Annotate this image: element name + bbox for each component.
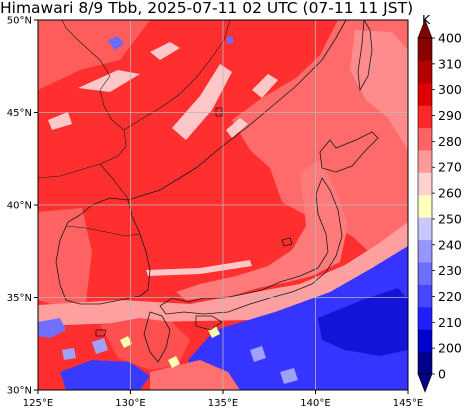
y-tick-label: 50°N: [7, 16, 32, 27]
colorbar-segment: [418, 150, 432, 173]
x-tick-label: 125°E: [23, 398, 53, 409]
colorbar-segment: [418, 194, 432, 218]
colorbar-tick-label: 250: [438, 211, 462, 226]
coast-north-korea-east: [127, 199, 151, 291]
colorbar-segment: [418, 38, 432, 61]
colorbar-tick-label: 0: [438, 367, 446, 382]
country-borders: [38, 20, 231, 237]
coast-sakhalin: [357, 20, 373, 92]
coast-kyushu: [143, 311, 171, 363]
x-tick-label: 130°E: [115, 398, 145, 409]
coast-hokkaido: [319, 131, 379, 173]
colorbar-tick-label: 310: [438, 56, 462, 71]
tbb-pink-korea: [38, 208, 92, 306]
coast-honshu: [159, 177, 343, 315]
x-tick-label: 135°E: [208, 398, 238, 409]
colorbar-tick-label: 400: [438, 31, 462, 46]
colorbar-tick-label: 260: [438, 186, 462, 201]
coast-sado: [281, 237, 293, 247]
y-tick-label: 45°N: [7, 108, 32, 119]
colorbar-tick-label: 220: [438, 289, 462, 304]
colorbar-tick-label: 290: [438, 108, 462, 123]
map-title: Himawari 8/9 Tbb, 2025-07-11 02 UTC (07-…: [0, 0, 414, 17]
colorbar-tick-label: 210: [438, 315, 462, 330]
tbb-warm-patch-kyushu: [100, 318, 190, 370]
tbb-cold-cloud-southeast: [188, 246, 408, 390]
x-axis: 125°E 130°E 135°E 140°E 145°E: [23, 390, 423, 409]
colorbar-segment: [418, 262, 432, 285]
colorbar-segment: [418, 105, 432, 129]
x-tick-label: 140°E: [300, 398, 330, 409]
y-tick-label: 35°N: [7, 293, 32, 304]
colorbar-segment: [418, 217, 432, 241]
colorbar-segment: [418, 127, 432, 151]
map-area: [38, 20, 408, 390]
colorbar-tick-label: 280: [438, 134, 462, 149]
colorbar-segment: [418, 329, 432, 353]
colorbar-extend-min: [417, 373, 433, 393]
colorbar: K 0 200 210 220 230 240 250 260 270 280 290 300 310 4…: [417, 12, 462, 393]
x-tick-label: 145°E: [393, 398, 423, 409]
colorbar-segment: [418, 284, 432, 308]
tbb-pink-honshu: [176, 160, 348, 300]
map-gridlines: [38, 20, 408, 390]
colorbar-tick-label: 230: [438, 263, 462, 278]
colorbar-tick-label: 240: [438, 237, 462, 252]
colorbar-tick-label: 200: [438, 341, 462, 356]
tbb-pink-hokkaido: [350, 30, 408, 150]
coast-russia-china: [79, 20, 347, 216]
tbb-cold-cloud-southwest: [60, 360, 150, 390]
colorbar-tick-label: 300: [438, 82, 462, 97]
colorbar-segment: [418, 351, 432, 375]
coast-lake-khanka: [215, 107, 223, 117]
y-axis: 30°N 35°N 40°N 45°N 50°N: [7, 16, 38, 397]
y-tick-label: 30°N: [7, 386, 32, 397]
colorbar-segment: [418, 306, 432, 330]
colorbar-segment: [418, 172, 432, 196]
tbb-cold-cloud-core: [318, 288, 408, 356]
coast-korea-west: [55, 214, 149, 305]
colorbar-unit: K: [422, 12, 431, 27]
colorbar-segment: [418, 82, 432, 106]
colorbar-frame: [417, 37, 433, 375]
coast-jeju: [95, 329, 107, 337]
tbb-cold-cloud-west: [38, 318, 66, 338]
tbb-cloud-streaks: [48, 42, 278, 276]
colorbar-segment: [418, 239, 432, 263]
colorbar-segment: [418, 60, 432, 84]
coast-shikoku: [195, 315, 223, 331]
colorbar-tick-label: 270: [438, 160, 462, 175]
y-tick-label: 40°N: [7, 201, 32, 212]
coastlines: [55, 20, 379, 363]
